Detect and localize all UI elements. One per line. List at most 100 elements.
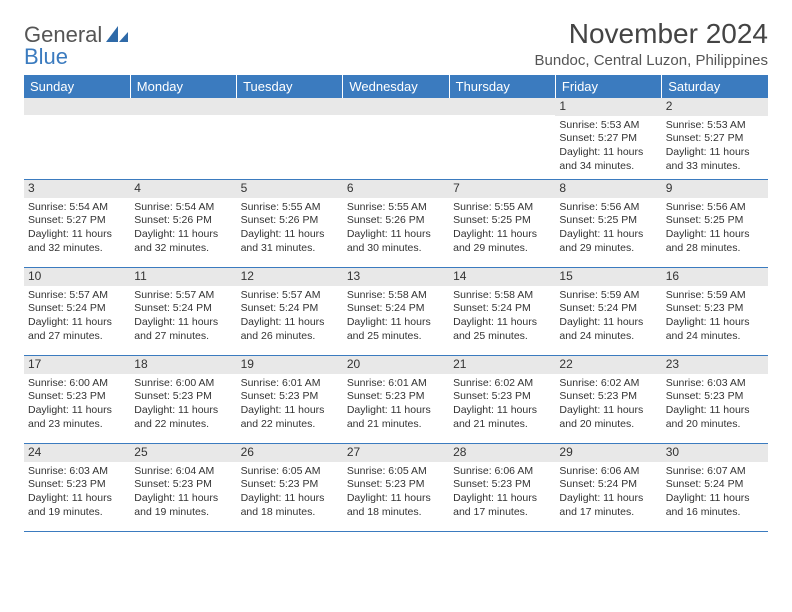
cell-daylight: Daylight: 11 hours and 22 minutes.: [134, 404, 232, 431]
cell-sunrise: Sunrise: 5:59 AM: [666, 289, 764, 303]
cell-sunrise: Sunrise: 6:05 AM: [347, 465, 445, 479]
dayhead-thursday: Thursday: [449, 75, 555, 98]
calendar-cell: 25Sunrise: 6:04 AMSunset: 5:23 PMDayligh…: [130, 444, 236, 532]
cell-sunrise: Sunrise: 5:57 AM: [241, 289, 339, 303]
dayhead-tuesday: Tuesday: [237, 75, 343, 98]
cell-sunset: Sunset: 5:23 PM: [453, 478, 551, 492]
calendar-cell: [237, 98, 343, 180]
calendar-cell: 28Sunrise: 6:06 AMSunset: 5:23 PMDayligh…: [449, 444, 555, 532]
cell-daylight: Daylight: 11 hours and 29 minutes.: [559, 228, 657, 255]
calendar-cell: 24Sunrise: 6:03 AMSunset: 5:23 PMDayligh…: [24, 444, 130, 532]
cell-sunset: Sunset: 5:23 PM: [347, 390, 445, 404]
cell-sunrise: Sunrise: 5:54 AM: [134, 201, 232, 215]
day-number: 13: [343, 268, 449, 286]
cell-sunrise: Sunrise: 5:57 AM: [28, 289, 126, 303]
cell-sunset: Sunset: 5:26 PM: [134, 214, 232, 228]
cell-daylight: Daylight: 11 hours and 17 minutes.: [453, 492, 551, 519]
cell-sunset: Sunset: 5:27 PM: [559, 132, 657, 146]
location-label: Bundoc, Central Luzon, Philippines: [535, 52, 768, 69]
cell-daylight: Daylight: 11 hours and 18 minutes.: [347, 492, 445, 519]
day-number: 12: [237, 268, 343, 286]
calendar-cell: [449, 98, 555, 180]
cell-daylight: Daylight: 11 hours and 31 minutes.: [241, 228, 339, 255]
cell-sunrise: Sunrise: 6:02 AM: [453, 377, 551, 391]
dayhead-wednesday: Wednesday: [343, 75, 449, 98]
cell-sunset: Sunset: 5:23 PM: [453, 390, 551, 404]
sail-icon: [104, 24, 130, 51]
day-number: 11: [130, 268, 236, 286]
day-number: 18: [130, 356, 236, 374]
day-number: 28: [449, 444, 555, 462]
day-number: [449, 98, 555, 115]
day-number: [24, 98, 130, 115]
cell-sunrise: Sunrise: 6:06 AM: [559, 465, 657, 479]
calendar-cell: 19Sunrise: 6:01 AMSunset: 5:23 PMDayligh…: [237, 356, 343, 444]
calendar-cell: 12 Sunrise: 5:57 AMSunset: 5:24 PMDayligh…: [237, 268, 343, 356]
cell-daylight: Daylight: 11 hours and 25 minutes.: [453, 316, 551, 343]
day-number: 1: [555, 98, 661, 116]
brand-logo: General Blue: [24, 18, 130, 68]
calendar-page: General Blue November 2024 Bundoc, Centr…: [0, 0, 792, 544]
cell-sunrise: Sunrise: 6:04 AM: [134, 465, 232, 479]
brand-line1: General: [24, 24, 102, 46]
cell-sunset: Sunset: 5:25 PM: [666, 214, 764, 228]
day-number: [130, 98, 236, 115]
day-number: 22: [555, 356, 661, 374]
cell-sunset: Sunset: 5:27 PM: [28, 214, 126, 228]
cell-sunset: Sunset: 5:24 PM: [134, 302, 232, 316]
cell-sunrise: Sunrise: 6:00 AM: [28, 377, 126, 391]
cell-sunrise: Sunrise: 5:53 AM: [666, 119, 764, 133]
day-number: 10: [24, 268, 130, 286]
day-number: 17: [24, 356, 130, 374]
day-number: 20: [343, 356, 449, 374]
calendar-cell: 11Sunrise: 5:57 AMSunset: 5:24 PMDayligh…: [130, 268, 236, 356]
calendar-body: 1Sunrise: 5:53 AMSunset: 5:27 PMDaylight…: [24, 98, 768, 532]
cell-sunset: Sunset: 5:24 PM: [347, 302, 445, 316]
cell-sunset: Sunset: 5:24 PM: [559, 478, 657, 492]
calendar-cell: 7Sunrise: 5:55 AMSunset: 5:25 PMDaylight…: [449, 180, 555, 268]
day-number: 24: [24, 444, 130, 462]
day-number: 29: [555, 444, 661, 462]
cell-sunrise: Sunrise: 5:55 AM: [453, 201, 551, 215]
cell-daylight: Daylight: 11 hours and 23 minutes.: [28, 404, 126, 431]
day-number: 8: [555, 180, 661, 198]
cell-sunrise: Sunrise: 6:05 AM: [241, 465, 339, 479]
calendar-cell: 6Sunrise: 5:55 AMSunset: 5:26 PMDaylight…: [343, 180, 449, 268]
cell-daylight: Daylight: 11 hours and 34 minutes.: [559, 146, 657, 173]
cell-sunset: Sunset: 5:25 PM: [453, 214, 551, 228]
dayhead-sunday: Sunday: [24, 75, 130, 98]
calendar-cell: 29Sunrise: 6:06 AMSunset: 5:24 PMDayligh…: [555, 444, 661, 532]
cell-daylight: Daylight: 11 hours and 18 minutes.: [241, 492, 339, 519]
cell-sunset: Sunset: 5:24 PM: [28, 302, 126, 316]
cell-daylight: Daylight: 11 hours and 25 minutes.: [347, 316, 445, 343]
dayhead-monday: Monday: [130, 75, 236, 98]
cell-daylight: Daylight: 11 hours and 24 minutes.: [559, 316, 657, 343]
calendar-cell: 15Sunrise: 5:59 AMSunset: 5:24 PMDayligh…: [555, 268, 661, 356]
cell-sunrise: Sunrise: 5:53 AM: [559, 119, 657, 133]
calendar-cell: 5Sunrise: 5:55 AMSunset: 5:26 PMDaylight…: [237, 180, 343, 268]
cell-sunrise: Sunrise: 6:01 AM: [347, 377, 445, 391]
calendar-cell: 20 Sunrise: 6:01 AMSunset: 5:23 PMDayligh…: [343, 356, 449, 444]
cell-sunrise: Sunrise: 6:02 AM: [559, 377, 657, 391]
cell-daylight: Daylight: 11 hours and 22 minutes.: [241, 404, 339, 431]
calendar-cell: 2Sunrise: 5:53 AMSunset: 5:27 PMDaylight…: [662, 98, 768, 180]
cell-daylight: Daylight: 11 hours and 21 minutes.: [347, 404, 445, 431]
cell-sunset: Sunset: 5:24 PM: [559, 302, 657, 316]
calendar-cell: 17 Sunrise: 6:00 AMSunset: 5:23 PMDayligh…: [24, 356, 130, 444]
cell-sunset: Sunset: 5:23 PM: [28, 478, 126, 492]
day-number: 25: [130, 444, 236, 462]
day-number: 23: [662, 356, 768, 374]
calendar-cell: 26Sunrise: 6:05 AMSunset: 5:23 PMDayligh…: [237, 444, 343, 532]
calendar-week-row: 10Sunrise: 5:57 AMSunset: 5:24 PMDayligh…: [24, 268, 768, 356]
cell-daylight: Daylight: 11 hours and 19 minutes.: [134, 492, 232, 519]
cell-sunrise: Sunrise: 5:55 AM: [241, 201, 339, 215]
cell-sunset: Sunset: 5:24 PM: [453, 302, 551, 316]
cell-sunrise: Sunrise: 5:56 AM: [666, 201, 764, 215]
cell-sunset: Sunset: 5:23 PM: [666, 390, 764, 404]
cell-sunset: Sunset: 5:23 PM: [28, 390, 126, 404]
cell-daylight: Daylight: 11 hours and 16 minutes.: [666, 492, 764, 519]
title-block: November 2024 Bundoc, Central Luzon, Phi…: [535, 18, 768, 69]
cell-daylight: Daylight: 11 hours and 26 minutes.: [241, 316, 339, 343]
cell-sunrise: Sunrise: 5:59 AM: [559, 289, 657, 303]
cell-sunset: Sunset: 5:24 PM: [241, 302, 339, 316]
